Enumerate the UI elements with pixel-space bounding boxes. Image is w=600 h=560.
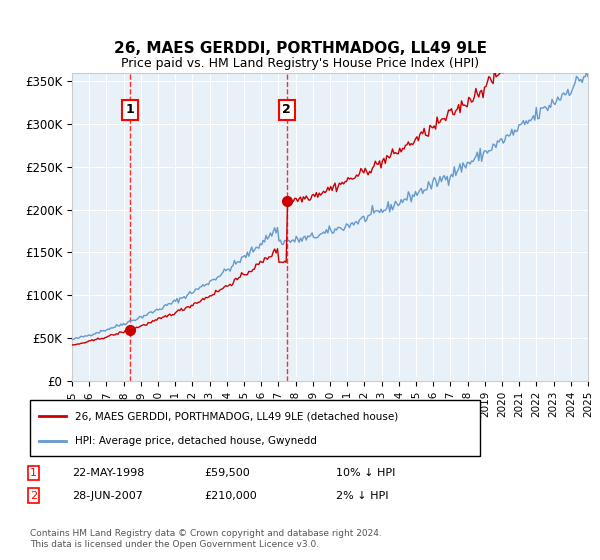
Text: £59,500: £59,500 [204,468,250,478]
Text: 10% ↓ HPI: 10% ↓ HPI [336,468,395,478]
Text: Price paid vs. HM Land Registry's House Price Index (HPI): Price paid vs. HM Land Registry's House … [121,57,479,70]
Text: £210,000: £210,000 [204,491,257,501]
Text: 2% ↓ HPI: 2% ↓ HPI [336,491,389,501]
Text: HPI: Average price, detached house, Gwynedd: HPI: Average price, detached house, Gwyn… [75,436,317,446]
Text: 26, MAES GERDDI, PORTHMADOG, LL49 9LE: 26, MAES GERDDI, PORTHMADOG, LL49 9LE [113,41,487,56]
Text: 2: 2 [30,491,37,501]
Text: 26, MAES GERDDI, PORTHMADOG, LL49 9LE (detached house): 26, MAES GERDDI, PORTHMADOG, LL49 9LE (d… [75,411,398,421]
Text: Contains HM Land Registry data © Crown copyright and database right 2024.
This d: Contains HM Land Registry data © Crown c… [30,529,382,549]
FancyBboxPatch shape [30,400,480,456]
Text: 28-JUN-2007: 28-JUN-2007 [72,491,143,501]
Text: 1: 1 [126,103,134,116]
Text: 1: 1 [30,468,37,478]
Text: 2: 2 [282,103,291,116]
Text: 22-MAY-1998: 22-MAY-1998 [72,468,145,478]
